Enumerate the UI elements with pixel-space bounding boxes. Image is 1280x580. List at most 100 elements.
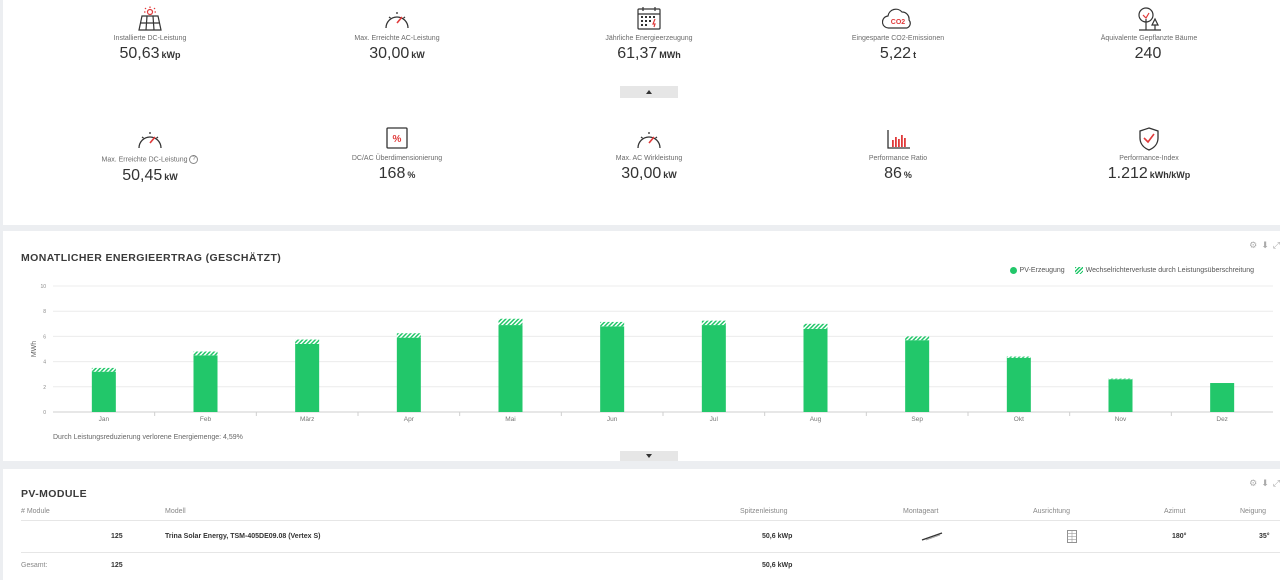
bar-loss[interactable] [396,333,421,338]
kpi-label: Performance Ratio [868,155,928,162]
bar-loss[interactable] [1108,378,1133,380]
col-header-tilt: Neigung [1240,508,1267,515]
kpi-value: 168% [287,165,507,183]
download-icon[interactable]: ⬇ [1261,240,1269,250]
kpi-max-dc: Max. Erreichte DC-Leistung? 50,45 kW [40,126,260,185]
chart-legend: PV-Erzeugung Wechselrichterverluste durc… [1009,267,1254,275]
svg-text:%: % [393,134,402,145]
percent-icon: % [386,127,408,149]
kpi-number: 5,22 [879,45,912,62]
bar-pv[interactable] [1210,383,1235,412]
download-icon[interactable]: ⬇ [1261,478,1269,488]
col-header-mount: Montageart [903,508,939,515]
bar-pv[interactable] [295,343,320,412]
bar-loss[interactable] [91,367,116,372]
settings-icon[interactable]: ⚙ [1249,240,1258,250]
panel-tools: ⚙ ⬇ ⤢ [1245,240,1280,251]
bar-pv[interactable] [905,340,930,412]
bar-pv[interactable] [1006,357,1031,412]
kpi-unit: % [903,170,912,180]
kpi-co2: CO2 Eingesparte CO2-Emissionen 5,22 t [788,6,1008,63]
kpi-label: Jährliche Energieerzeugung [605,35,693,42]
kpi-number: 50,45 [122,167,163,184]
kpi-number: 50,63 [119,45,160,62]
cell-model: Trina Solar Energy, TSM-405DE09.08 (Vert… [165,533,321,540]
x-tick-label: Jan [99,416,110,423]
bar-pv[interactable] [193,355,218,412]
bar-loss[interactable] [701,320,726,326]
bar-pv[interactable] [498,325,523,412]
legend-label-losses: Wechselrichterverluste durch Leistungsüb… [1085,267,1254,275]
col-header-orientation: Ausrichtung [1033,508,1070,515]
x-tick-label: Jul [710,416,719,423]
bar-loss[interactable] [498,318,523,326]
y-tick-label: 6 [43,334,46,340]
x-tick-label: Okt [1014,416,1024,423]
kpi-installed-dc: Installierte DC-Leistung 50,63 kWp [40,6,260,63]
kpi-value: 240 [1039,45,1259,63]
info-icon[interactable]: ? [189,155,199,164]
kpi-label: Max. Erreichte AC-Leistung [354,35,440,42]
kpi-max-ac: Max. Erreichte AC-Leistung 30,00 kW [287,6,507,63]
orientation-portrait-icon [1067,530,1077,543]
kpi-label-text: Max. Erreichte DC-Leistung [101,156,188,164]
expand-icon[interactable]: ⤢ [1272,240,1280,250]
svg-text:CO2: CO2 [891,19,906,26]
kpi-value: 30,00 kW [539,165,759,183]
settings-icon[interactable]: ⚙ [1249,478,1258,488]
kpi-number: 1.212 [1107,165,1148,182]
expand-icon[interactable]: ⤢ [1272,478,1280,488]
kpi-number: 61,37 [617,45,658,62]
kpi-value: 61,37 MWh [539,45,759,63]
bar-pv[interactable] [803,328,828,412]
total-label: Gesamt: [21,562,48,569]
bar-pv[interactable] [1108,379,1133,412]
kpi-value: 50,45 kW [40,167,260,185]
kpi-label: Performance-Index [1119,155,1179,162]
pv-modules-panel: ⚙ ⬇ ⤢ PV-MODULE # Module Modell Spitzenlei… [3,469,1280,580]
kpi-number: 168 [378,165,406,182]
expand-chart-button[interactable] [620,451,678,461]
bar-pv[interactable] [396,337,421,412]
kpi-number: 30,00 [621,165,662,182]
panel-title: PV-MODULE [21,488,88,500]
bar-loss[interactable] [193,351,218,356]
kpi-performance-ratio: Performance Ratio 86% [788,126,1008,183]
kpi-value: 50,63 kWp [40,45,260,63]
legend-item-pv[interactable]: PV-Erzeugung [1009,267,1065,275]
bar-pv[interactable] [701,325,726,412]
bar-pv[interactable] [600,326,625,412]
bar-loss[interactable] [295,339,320,344]
kpi-unit: kWp [161,50,181,60]
monthly-energy-panel: ⚙ ⬇ ⤢ MONATLICHER ENERGIEERTRAG (GESCHÄTZT… [3,231,1280,461]
kpi-label: Installierte DC-Leistung [113,35,187,42]
legend-label-pv: PV-Erzeugung [1019,267,1065,275]
bar-chart-icon [887,130,910,149]
cell-tilt: 35° [1259,533,1270,540]
x-tick-label: Apr [404,416,415,423]
bar-pv[interactable] [91,371,116,412]
collapse-kpi-button[interactable] [620,86,678,98]
kpi-panel: Installierte DC-Leistung 50,63 kWp Max. E… [3,0,1280,225]
cell-peak: 50,6 kWp [762,533,793,540]
table-divider [21,552,1280,553]
y-tick-label: 4 [43,360,46,366]
legend-item-losses[interactable]: Wechselrichterverluste durch Leistungsüb… [1067,267,1254,274]
bar-loss[interactable] [905,336,930,341]
panel-title: MONATLICHER ENERGIEERTRAG (GESCHÄTZT) [21,252,282,264]
legend-hatch-losses [1074,267,1083,274]
bar-loss[interactable] [803,323,828,329]
bar-loss[interactable] [1006,356,1031,358]
x-tick-label: Nov [1115,416,1127,423]
x-tick-label: Jun [607,416,618,423]
cell-count: 125 [111,533,123,540]
gauge-icon [637,132,661,149]
kpi-number: 86 [884,165,902,182]
shield-check-icon [1139,127,1159,151]
y-tick-label: 0 [43,410,46,416]
bar-loss[interactable] [600,321,625,327]
kpi-value: 30,00 kW [287,45,507,63]
cell-azimuth: 180° [1172,533,1187,540]
kpi-max-ac-active: Max. AC Wirkleistung 30,00 kW [539,126,759,183]
kpi-value: 86% [788,165,1008,183]
